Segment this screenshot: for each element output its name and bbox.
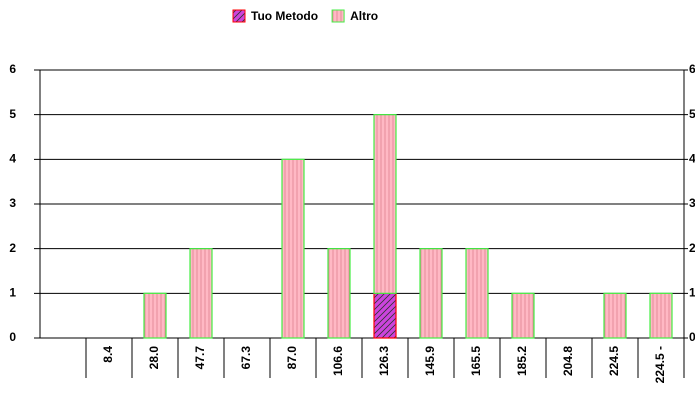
y2-tick-label: 6 <box>689 62 695 76</box>
legend-label: Altro <box>350 9 378 23</box>
x-tick-label: 8.4 <box>101 346 115 363</box>
legend-swatch <box>232 9 246 23</box>
x-tick-label: 28.0 <box>147 346 161 370</box>
y2-tick-label: 5 <box>689 107 695 121</box>
legend-label: Tuo Metodo <box>251 9 318 23</box>
bar-segment <box>649 292 673 339</box>
y2-tick-label: 1 <box>689 286 695 300</box>
x-tick-label: 87.0 <box>285 346 299 370</box>
y-tick-label: 2 <box>9 241 16 255</box>
y-tick-label: 1 <box>9 286 16 300</box>
x-tick-label: 145.9 <box>423 346 437 376</box>
y2-tick-label: 2 <box>689 241 695 255</box>
x-tick-label: 224.5 <box>607 346 621 376</box>
bar-segment <box>189 248 213 339</box>
y2-tick-label: 3 <box>689 196 695 210</box>
legend-swatch <box>331 9 345 23</box>
x-tick-label: 224.5 - <box>653 346 667 383</box>
x-tick-label: 126.3 <box>377 346 391 376</box>
x-tick-label: 47.7 <box>193 346 207 370</box>
bar-segment <box>465 248 489 339</box>
bar-segment <box>419 248 443 339</box>
x-tick-label: 204.8 <box>561 346 575 376</box>
bar-segment <box>281 158 305 339</box>
y-tick-label: 4 <box>9 152 16 166</box>
y-tick-label: 6 <box>9 62 16 76</box>
bar-segment <box>373 114 397 294</box>
legend: Tuo Metodo Altro <box>232 9 378 23</box>
y-tick-label: 5 <box>9 107 16 121</box>
y2-tick-label: 4 <box>689 152 695 166</box>
y2-tick-label: 0 <box>689 330 695 344</box>
y-tick-label: 0 <box>9 330 16 344</box>
bar-segment <box>373 292 397 339</box>
bar-segment <box>327 248 351 339</box>
y-tick-label: 3 <box>9 196 16 210</box>
x-tick-label: 67.3 <box>239 346 253 370</box>
bar-segment <box>511 292 535 339</box>
x-tick-label: 165.5 <box>469 346 483 376</box>
x-tick-label: 185.2 <box>515 346 529 376</box>
x-tick-label: 106.6 <box>331 346 345 376</box>
bar-segment <box>603 292 627 339</box>
plot-area: 0 0 1 1 2 2 3 3 4 4 5 5 6 6 8.4 28.0 47.7 67.3 87.0 106.6 12… <box>9 62 695 383</box>
bar-segment <box>143 292 167 339</box>
